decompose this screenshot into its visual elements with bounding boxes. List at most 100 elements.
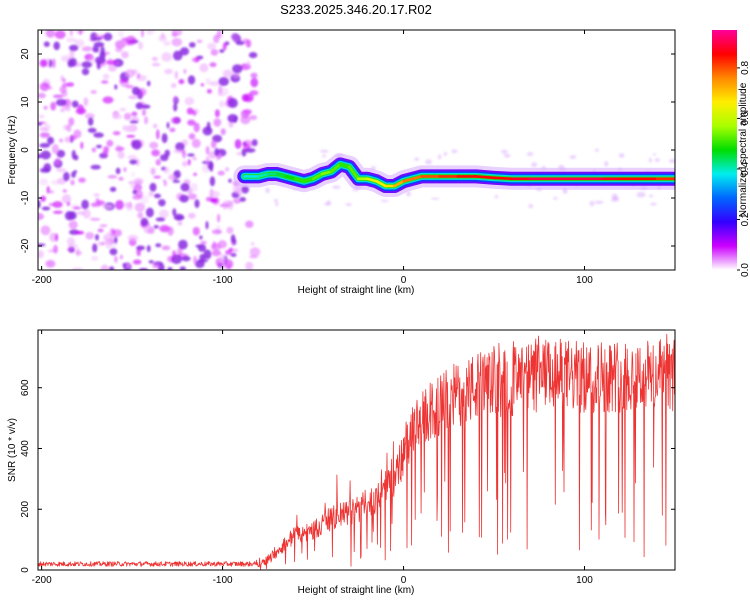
noise-blob xyxy=(94,56,106,64)
ridge-core-segment xyxy=(311,172,324,181)
snr-y-axis-label: SNR (10 * v/v) xyxy=(7,418,18,482)
noise-blob xyxy=(209,176,216,187)
noise-blob xyxy=(39,178,49,186)
noise-blob xyxy=(245,220,254,228)
noise-blob xyxy=(63,171,70,182)
noise-blob xyxy=(219,100,225,108)
noise-blob xyxy=(51,144,60,154)
noise-blob xyxy=(232,64,243,74)
noise-blob xyxy=(75,107,87,115)
noise-blob xyxy=(179,194,189,203)
noise-blob xyxy=(163,181,167,187)
noise-blob xyxy=(414,157,420,161)
noise-blob xyxy=(90,90,97,94)
y-tick-label: 200 xyxy=(20,500,31,517)
noise-blob xyxy=(219,49,225,53)
noise-blob xyxy=(273,198,278,203)
noise-blob xyxy=(191,138,201,148)
x-tick-label: -100 xyxy=(213,575,233,586)
heatmap-y-axis-label: Frequency (Hz) xyxy=(7,116,18,185)
ridge-core-segment xyxy=(302,177,315,183)
noise-blob xyxy=(93,193,100,197)
noise-blob xyxy=(235,40,245,46)
noise-blob xyxy=(156,129,160,140)
noise-blob xyxy=(250,242,255,246)
noise-blob xyxy=(92,243,98,253)
colorbar-label: Normalized spectral amplitude xyxy=(738,82,749,217)
noise-blob xyxy=(169,127,176,133)
noise-blob xyxy=(219,253,226,264)
noise-blob xyxy=(199,235,203,240)
noise-blob xyxy=(79,30,83,35)
noise-blob xyxy=(220,128,226,136)
noise-blob xyxy=(133,259,142,265)
noise-blob xyxy=(153,193,161,199)
noise-blob xyxy=(173,213,185,221)
noise-blob xyxy=(102,235,108,241)
noise-blob xyxy=(125,35,137,46)
x-tick-label: -100 xyxy=(213,275,233,286)
x-tick-label: 100 xyxy=(576,275,593,286)
y-tick-label: 20 xyxy=(20,48,31,60)
noise-blob xyxy=(172,179,181,183)
ridge-core-segment xyxy=(275,172,288,178)
noise-blob xyxy=(172,208,177,217)
snr-y-axis: 0 200 400 600 xyxy=(20,379,675,573)
noise-blob xyxy=(125,262,132,268)
noise-blob xyxy=(62,78,66,83)
noise-blob xyxy=(140,217,149,227)
ridge-core-segment xyxy=(492,176,514,181)
noise-blob xyxy=(226,226,234,234)
noise-blob xyxy=(332,185,341,189)
noise-blob xyxy=(128,95,138,100)
noise-blob xyxy=(187,153,195,157)
noise-blob xyxy=(100,264,109,270)
noise-blob xyxy=(187,75,196,85)
noise-blob xyxy=(171,30,183,37)
noise-blob xyxy=(151,149,161,157)
noise-blob xyxy=(69,49,75,59)
noise-blob xyxy=(135,102,144,110)
noise-blob xyxy=(222,42,227,51)
noise-blob xyxy=(569,155,577,159)
noise-blob xyxy=(80,141,84,150)
noise-blob xyxy=(96,144,102,149)
noise-blob xyxy=(191,57,200,63)
noise-blob xyxy=(146,245,151,253)
noise-blob xyxy=(132,183,143,192)
noise-blob xyxy=(112,113,123,120)
noise-blob xyxy=(112,229,116,234)
noise-blob xyxy=(68,211,77,220)
noise-blob xyxy=(202,126,213,136)
noise-blob xyxy=(192,156,197,161)
noise-blob xyxy=(100,34,104,40)
noise-blob xyxy=(109,248,118,256)
y-tick-label: 600 xyxy=(20,379,31,396)
noise-blob xyxy=(90,32,98,41)
noise-blob xyxy=(153,123,158,129)
noise-blob xyxy=(78,177,86,183)
noise-blob xyxy=(90,164,101,170)
noise-blob xyxy=(141,30,144,38)
noise-blob xyxy=(38,250,44,259)
noise-blob xyxy=(49,190,54,194)
noise-blob xyxy=(437,154,442,160)
noise-blob xyxy=(216,213,221,223)
noise-blob xyxy=(193,122,200,133)
noise-blob xyxy=(240,109,250,119)
noise-blob xyxy=(209,80,220,87)
noise-blob xyxy=(173,103,178,112)
noise-blob xyxy=(59,138,63,143)
ridge-core-segment xyxy=(284,175,297,181)
noise-blob xyxy=(167,267,173,270)
noise-blob xyxy=(45,260,56,268)
y-tick-label: 0 xyxy=(20,567,31,573)
heatmap-background xyxy=(38,30,675,270)
noise-blob xyxy=(81,68,90,76)
noise-blob xyxy=(196,39,203,43)
ridge-core-segment xyxy=(375,179,387,188)
noise-blob xyxy=(275,202,279,207)
noise-blob xyxy=(38,92,46,99)
noise-blob xyxy=(155,159,161,166)
